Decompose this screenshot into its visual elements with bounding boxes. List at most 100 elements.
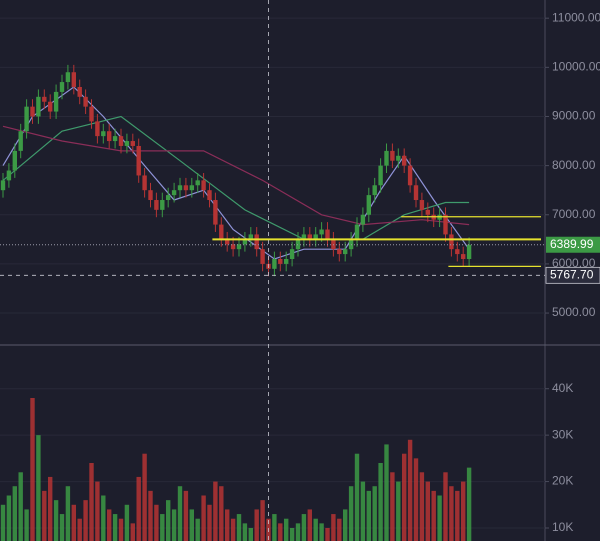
- candle-body: [42, 96, 47, 102]
- candle-body: [201, 180, 206, 191]
- candle-body: [59, 82, 65, 92]
- volume-bar: [354, 453, 360, 541]
- y-tick-label: 6000.00: [552, 256, 596, 270]
- volume-bar: [219, 486, 224, 541]
- candle-body: [130, 141, 135, 146]
- candle-body: [378, 165, 383, 186]
- candle-body: [154, 200, 159, 210]
- candle-body: [455, 249, 460, 255]
- y-tick-label: 5000.00: [552, 305, 596, 319]
- volume-bar: [260, 500, 265, 541]
- volume-bar: [431, 490, 436, 541]
- volume-bar: [124, 504, 130, 541]
- candle-body: [372, 185, 377, 196]
- volume-bar: [449, 486, 454, 541]
- candle-body: [36, 96, 41, 117]
- volume-bar: [6, 495, 12, 541]
- candle-body: [171, 190, 177, 196]
- volume-bar: [89, 463, 94, 541]
- volume-bar: [278, 523, 283, 541]
- candle-body: [230, 244, 236, 250]
- volume-bar: [201, 495, 206, 541]
- candle-body: [0, 180, 6, 191]
- candle-body: [124, 141, 130, 146]
- candle-body: [136, 145, 141, 176]
- volume-bar: [366, 490, 371, 541]
- candle-body: [260, 249, 265, 264]
- candle-body: [89, 106, 94, 122]
- volume-bar: [183, 490, 189, 541]
- candle-body: [425, 209, 430, 215]
- candle-body: [366, 195, 371, 215]
- candle-body: [177, 185, 183, 191]
- volume-bar: [112, 514, 118, 541]
- y-tick-label: 8000.00: [552, 158, 596, 172]
- candle-body: [101, 131, 106, 137]
- volume-bar: [12, 486, 17, 541]
- volume-bar: [307, 509, 312, 541]
- volume-bar: [230, 518, 236, 541]
- candle-body: [254, 234, 259, 250]
- volume-bar: [378, 463, 383, 541]
- volume-bar: [437, 495, 442, 541]
- volume-bar: [331, 514, 336, 541]
- candle-body: [219, 224, 224, 240]
- volume-bar: [42, 490, 47, 541]
- volume-bar: [419, 472, 425, 541]
- candle-body: [77, 86, 82, 97]
- y-tick-label: 9000.00: [552, 109, 596, 123]
- candle-body: [443, 214, 448, 235]
- candle-body: [402, 155, 407, 166]
- volume-bar: [36, 435, 41, 541]
- candle-body: [142, 175, 147, 191]
- candle-body: [83, 96, 88, 107]
- candle-body: [48, 101, 53, 112]
- volume-bar: [236, 514, 242, 541]
- volume-bar: [337, 518, 342, 541]
- volume-bar: [343, 509, 348, 541]
- candle-body: [396, 155, 401, 161]
- volume-bar: [284, 518, 289, 541]
- candle-body: [319, 229, 324, 235]
- candle-body: [461, 254, 466, 259]
- candle-body: [166, 195, 171, 201]
- y-tick-label: 7000.00: [552, 207, 596, 221]
- volume-bar: [65, 486, 71, 541]
- y-tick-label: 30K: [552, 427, 573, 441]
- candle-body: [242, 239, 248, 245]
- volume-bar: [254, 509, 259, 541]
- candle-body: [213, 200, 218, 225]
- volume-bar: [24, 509, 29, 541]
- candle-body: [112, 136, 118, 142]
- candle-body: [107, 131, 112, 142]
- volume-bar: [118, 518, 124, 541]
- volume-bar: [171, 509, 177, 541]
- volume-bar: [177, 486, 183, 541]
- candle-body: [360, 214, 366, 225]
- volume-bar: [136, 476, 141, 541]
- y-tick-label: 10000.00: [552, 60, 600, 74]
- volume-bar: [160, 514, 165, 541]
- volume-bar: [207, 504, 212, 541]
- candle-body: [449, 234, 454, 250]
- candle-body: [307, 234, 312, 240]
- candle-body: [189, 185, 194, 191]
- volume-bar: [390, 472, 395, 541]
- moving-average: [2, 125, 470, 226]
- candle-body: [248, 234, 253, 240]
- volume-bar: [413, 458, 419, 541]
- candle-body: [337, 249, 342, 255]
- volume-bar: [407, 439, 413, 541]
- volume-bar: [0, 504, 6, 541]
- candle-body: [289, 249, 295, 259]
- volume-bar: [425, 481, 430, 541]
- volume-bar: [18, 472, 23, 541]
- volume-bar: [242, 523, 248, 541]
- candle-body: [313, 234, 318, 240]
- candle-body: [272, 258, 277, 269]
- candle-body: [18, 131, 23, 151]
- volume-bar: [195, 518, 200, 541]
- candle-body: [53, 91, 59, 112]
- volume-bar: [213, 481, 218, 541]
- candle-body: [325, 229, 330, 240]
